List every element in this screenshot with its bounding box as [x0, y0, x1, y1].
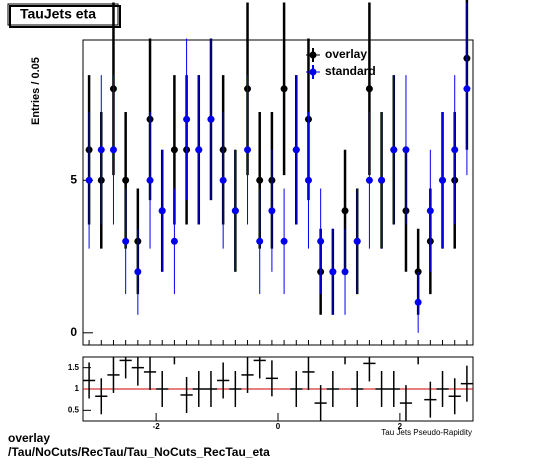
marker: [183, 115, 191, 123]
data-point: [390, 75, 398, 225]
data-point: [207, 38, 215, 201]
marker: [426, 207, 434, 215]
data-point: [109, 75, 117, 225]
data-point: [122, 188, 130, 295]
marker: [85, 176, 93, 184]
marker: [280, 85, 288, 93]
y-tick-label: 1.5: [68, 363, 80, 372]
marker: [329, 268, 337, 276]
marker: [146, 176, 154, 184]
marker: [378, 176, 386, 184]
data-point: [414, 271, 422, 333]
marker: [158, 207, 166, 215]
marker: [134, 268, 142, 276]
footer-line: /Tau/NoCuts/RecTau/Tau_NoCuts_RecTau_eta: [8, 445, 270, 459]
marker: [219, 176, 227, 184]
data-point: [426, 149, 434, 272]
marker: [341, 207, 349, 215]
marker: [122, 237, 130, 245]
marker: [317, 237, 325, 245]
title-box: [7, 3, 119, 26]
marker: [244, 146, 252, 154]
marker: [365, 176, 373, 184]
data-point: [183, 38, 191, 201]
y-tick-label: 0.5: [68, 405, 80, 414]
chart-title: TauJets eta: [20, 6, 96, 22]
marker: [292, 146, 300, 154]
marker: [439, 176, 447, 184]
data-point: [85, 111, 93, 249]
data-point: [231, 149, 239, 272]
y-axis-label: Entries / 0.05: [30, 57, 42, 125]
marker: [390, 146, 398, 154]
data-point: [329, 228, 337, 315]
plot-frame: [82, 39, 474, 346]
legend-label: standard: [325, 64, 376, 78]
data-point: [97, 75, 105, 225]
data-point: [402, 75, 410, 225]
data-point: [378, 111, 386, 249]
data-point: [317, 188, 325, 295]
marker: [304, 176, 312, 184]
x-tick-label: 2: [398, 422, 403, 431]
x-tick-label: -2: [153, 422, 161, 431]
ratio-points: [83, 357, 473, 421]
marker: [207, 115, 215, 123]
marker: [268, 207, 276, 215]
marker: [122, 176, 130, 184]
data-point: [304, 111, 312, 249]
data-point: [268, 149, 276, 272]
data-point: [292, 75, 300, 225]
data-point: [219, 111, 227, 249]
footer-line: overlay: [8, 431, 50, 445]
marker: [341, 268, 349, 276]
marker: [451, 146, 459, 154]
data-point: [158, 149, 166, 272]
marker: [109, 146, 117, 154]
y-tick-label: 5: [70, 172, 77, 186]
legend-marker: [309, 51, 317, 59]
data-point: [195, 75, 203, 225]
data-point: [256, 188, 264, 295]
marker: [256, 237, 264, 245]
marker: [170, 146, 178, 154]
data-point: [353, 188, 361, 295]
data-point: [134, 228, 142, 315]
marker: [402, 146, 410, 154]
marker: [256, 176, 264, 184]
marker: [353, 237, 361, 245]
data-point: [170, 188, 178, 295]
data-point: [463, 2, 471, 176]
data-point: [280, 2, 288, 176]
data-point: [341, 228, 349, 315]
marker: [231, 207, 239, 215]
legend-label: overlay: [325, 47, 367, 61]
y-tick-label: 0: [70, 325, 77, 339]
marker: [280, 237, 288, 245]
data-point: [439, 111, 447, 249]
data-point: [244, 75, 252, 225]
marker: [195, 146, 203, 154]
marker: [463, 85, 471, 93]
marker: [365, 85, 373, 93]
marker: [414, 298, 422, 306]
x-tick-label: 0: [276, 422, 281, 431]
data-point: [365, 111, 373, 249]
y-tick-label: 1: [75, 384, 80, 393]
data-point: [146, 111, 154, 249]
data-point: [280, 188, 288, 295]
marker: [170, 237, 178, 245]
x-axis-label: Tau Jets Pseudo-Rapidity: [381, 428, 472, 437]
marker: [97, 146, 105, 154]
title-shadow: [9, 5, 121, 28]
legend-marker: [309, 68, 317, 76]
data-point: [451, 75, 459, 225]
